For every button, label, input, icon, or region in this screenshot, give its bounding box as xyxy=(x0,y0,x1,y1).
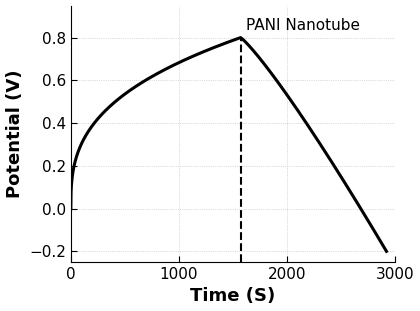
X-axis label: Time (S): Time (S) xyxy=(190,287,276,305)
Y-axis label: Potential (V): Potential (V) xyxy=(5,70,24,198)
Text: PANI Nanotube: PANI Nanotube xyxy=(246,18,360,33)
